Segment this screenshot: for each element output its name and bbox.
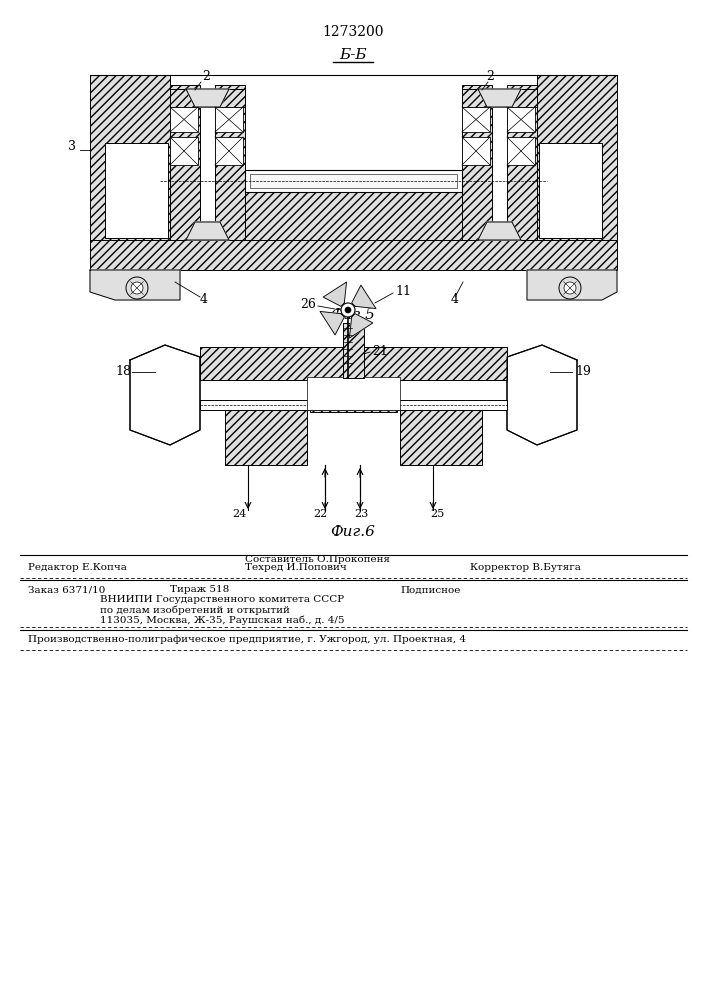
Bar (200, 400, 507, 410)
Text: 11: 11 (395, 285, 411, 298)
Bar (170, 85, 200, 240)
Bar (462, 107, 490, 132)
Polygon shape (478, 89, 521, 107)
Polygon shape (507, 345, 577, 445)
Text: Корректор В.Бутяга: Корректор В.Бутяга (470, 564, 581, 572)
Polygon shape (186, 222, 229, 240)
Polygon shape (130, 345, 200, 445)
Text: 25: 25 (430, 509, 444, 519)
Text: 4: 4 (451, 293, 459, 306)
Bar (507, 137, 535, 165)
Bar (507, 85, 537, 240)
Bar (462, 89, 537, 107)
Bar (462, 137, 490, 165)
Circle shape (126, 277, 148, 299)
Text: 4: 4 (200, 293, 208, 306)
Bar (250, 174, 457, 188)
Bar (215, 107, 243, 132)
Text: 23: 23 (354, 509, 368, 519)
Text: по делам изобретений и открытий: по делам изобретений и открытий (100, 605, 290, 615)
Text: Тираж 518: Тираж 518 (170, 585, 229, 594)
Text: 2: 2 (202, 70, 210, 83)
Circle shape (131, 282, 143, 294)
Bar (225, 410, 307, 465)
Text: Фиг.6: Фиг.6 (331, 525, 375, 539)
Bar (537, 75, 617, 250)
Bar (90, 75, 170, 250)
Bar (170, 89, 245, 107)
Text: ВНИИПИ Государственного комитета СССР: ВНИИПИ Государственного комитета СССР (100, 595, 344, 604)
Polygon shape (90, 270, 180, 300)
Bar (507, 107, 535, 132)
Text: 2: 2 (486, 70, 494, 83)
Bar (462, 85, 492, 240)
Text: 24: 24 (232, 509, 246, 519)
Bar (343, 323, 364, 378)
Text: Заказ 6371/10: Заказ 6371/10 (28, 585, 105, 594)
Polygon shape (349, 314, 373, 338)
Bar (310, 378, 397, 412)
Text: 1273200: 1273200 (322, 25, 384, 39)
Text: 18: 18 (115, 365, 131, 378)
Polygon shape (478, 222, 521, 240)
Text: Подписное: Подписное (400, 585, 460, 594)
Text: Б-Б: Б-Б (339, 48, 367, 62)
Bar (105, 143, 168, 238)
Polygon shape (323, 282, 346, 306)
Text: Редактор Е.Копча: Редактор Е.Копча (28, 564, 127, 572)
Bar (400, 410, 482, 465)
Circle shape (564, 282, 576, 294)
Text: 3: 3 (68, 140, 76, 153)
Bar (245, 170, 462, 192)
Text: Техред И.Попович: Техред И.Попович (245, 564, 346, 572)
Circle shape (559, 277, 581, 299)
Bar (215, 85, 245, 240)
Bar (539, 143, 602, 238)
Text: 21: 21 (372, 345, 388, 358)
Bar (200, 347, 507, 380)
Circle shape (341, 303, 355, 317)
Polygon shape (351, 285, 376, 309)
Bar (307, 377, 400, 410)
Bar (170, 107, 198, 132)
Polygon shape (527, 270, 617, 300)
Polygon shape (186, 89, 229, 107)
Text: Производственно-полиграфическое предприятие, г. Ужгород, ул. Проектная, 4: Производственно-полиграфическое предприя… (28, 636, 466, 645)
Text: Фиг.5: Фиг.5 (331, 308, 375, 322)
Text: 26: 26 (300, 298, 316, 311)
Bar (90, 240, 617, 270)
Bar (170, 137, 198, 165)
Polygon shape (320, 311, 344, 335)
Circle shape (345, 307, 351, 313)
Bar (215, 137, 243, 165)
Text: 113035, Москва, Ж-35, Раушская наб., д. 4/5: 113035, Москва, Ж-35, Раушская наб., д. … (100, 615, 344, 625)
Text: 22: 22 (313, 509, 327, 519)
Bar (245, 190, 462, 240)
Text: 19: 19 (575, 365, 591, 378)
Text: Составитель О.Прокопеня: Составитель О.Прокопеня (245, 556, 390, 564)
